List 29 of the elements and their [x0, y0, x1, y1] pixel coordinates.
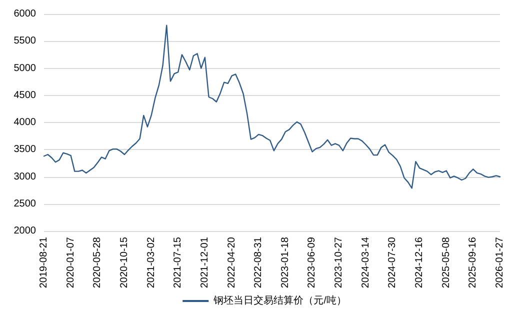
x-tick-label: 2020-10-15 [118, 236, 130, 288]
x-tick-label: 2024-03-14 [360, 236, 372, 288]
x-tick-label: 2021-07-15 [172, 236, 184, 288]
y-tick-label: 6000 [14, 8, 36, 20]
y-tick-label: 3000 [14, 171, 36, 182]
x-tick-label: 2023-06-09 [306, 236, 318, 288]
legend-label: 钢坯当日交易结算价（元/吨） [212, 294, 346, 306]
x-tick-label: 2020-05-28 [92, 236, 104, 288]
y-tick-label: 5500 [14, 36, 36, 47]
x-tick-label: 2021-12-01 [199, 236, 210, 288]
x-tick-label: 2025-09-16 [468, 236, 479, 288]
y-tick-label: 5000 [14, 62, 36, 74]
x-tick-label: 2024-12-16 [414, 236, 426, 288]
x-tick-label: 2020-01-07 [65, 236, 76, 288]
x-tick-label: 2021-03-02 [146, 236, 157, 288]
x-tick-label: 2025-05-08 [440, 236, 452, 288]
x-tick-label: 2026-01-27 [494, 236, 506, 288]
y-tick-label: 3500 [14, 144, 36, 156]
x-tick-label: 2022-08-31 [253, 236, 264, 288]
x-tick-label: 2023-01-18 [280, 236, 291, 288]
x-tick-label: 2022-04-20 [226, 236, 238, 288]
x-tick-label: 2019-08-21 [38, 236, 50, 288]
y-tick-label: 4500 [14, 90, 36, 101]
y-tick-label: 2000 [14, 226, 36, 236]
x-tick-label: 2024-07-30 [387, 236, 398, 288]
y-tick-label: 4000 [14, 117, 36, 128]
x-tick-label: 2023-10-27 [334, 236, 345, 288]
y-tick-label: 2500 [14, 198, 36, 210]
line-series [43, 24, 501, 189]
